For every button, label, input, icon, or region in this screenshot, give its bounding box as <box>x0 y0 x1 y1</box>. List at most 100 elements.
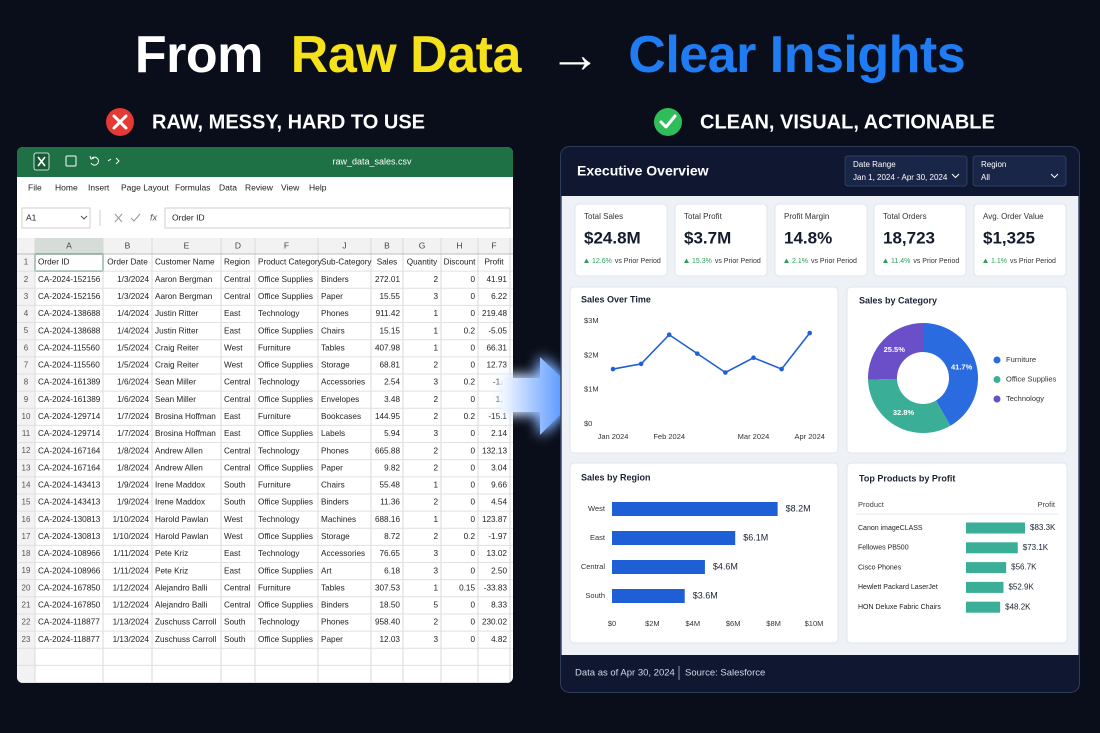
cell: CA-2024-129714 <box>38 429 101 438</box>
cell: 3 <box>433 549 438 558</box>
kpi-value: $3.7M <box>684 228 731 247</box>
cell: 1/5/2024 <box>117 361 149 370</box>
menu-item: Data <box>219 182 237 192</box>
cell: Office Supplies <box>258 361 313 370</box>
category-label: South <box>585 591 605 600</box>
cell: Machines <box>321 515 356 524</box>
y-tick-label: $1M <box>584 385 599 394</box>
point <box>723 370 728 375</box>
cell: Aaron Bergman <box>155 275 213 284</box>
cell: Chairs <box>321 326 345 335</box>
cell: South <box>224 498 246 507</box>
cell: Harold Pawlan <box>155 515 209 524</box>
cell: CA-2024-115560 <box>38 361 100 370</box>
cell: Office Supplies <box>258 429 313 438</box>
cell: 2 <box>433 275 438 284</box>
menu-item: Review <box>245 182 274 192</box>
cell: 0 <box>470 292 475 301</box>
cell: Storage <box>321 532 350 541</box>
kpi-up-icon <box>684 258 689 263</box>
cell: Chairs <box>321 481 345 490</box>
cell: South <box>224 635 246 644</box>
kpi-up-icon <box>584 258 589 263</box>
header-cell: Region <box>224 258 250 267</box>
cell: Paper <box>321 292 343 301</box>
line <box>612 332 811 374</box>
cell: CA-2024-138688 <box>38 309 101 318</box>
kpi-change-note: vs Prior Period <box>811 258 857 265</box>
cell: Central <box>224 601 251 610</box>
cell: CA-2024-130813 <box>38 532 101 541</box>
cell: West <box>224 532 243 541</box>
filter-box[interactable] <box>844 155 968 187</box>
cell: 2 <box>433 395 438 404</box>
cell: Zuschuss Carroll <box>155 635 217 644</box>
legend-swatch <box>993 395 1001 403</box>
cell: CA-2024-130813 <box>38 515 101 524</box>
product-name: Cisco Phones <box>858 564 902 571</box>
row-number: 18 <box>22 549 31 558</box>
row-number: 20 <box>22 583 31 592</box>
cell: Irene Maddox <box>155 498 205 507</box>
cell: East <box>224 549 241 558</box>
cell: 8.72 <box>384 532 400 541</box>
header-cell: Order Date <box>107 258 148 267</box>
cell: 2.54 <box>384 378 400 387</box>
cell: 15.55 <box>380 292 401 301</box>
cell: 9.82 <box>384 463 400 472</box>
x-tick-label: $0 <box>608 619 616 628</box>
cell: Pete Kriz <box>155 566 188 575</box>
cell: CA-2024-143413 <box>38 481 101 490</box>
cell: East <box>224 309 241 318</box>
kpi-value: 18,723 <box>883 228 935 247</box>
cell: Central <box>224 446 251 455</box>
cell: Accessories <box>321 378 365 387</box>
kpi-change: 2.1% vs Prior Period <box>792 258 857 265</box>
kpi-value: 14.8% <box>784 228 832 247</box>
cell: CA-2024-167850 <box>38 601 101 610</box>
cell-reference: A1 <box>26 212 37 222</box>
kpi-value: $1,325 <box>983 228 1035 247</box>
header-cell: Product Category <box>258 258 323 267</box>
cell: Justin Ritter <box>155 309 198 318</box>
headline-raw: Raw Data <box>291 26 523 84</box>
cell: 5.94 <box>384 429 400 438</box>
filter-chevron <box>1050 173 1059 179</box>
cell: Brosina Hoffman <box>155 429 216 438</box>
cell: Technology <box>258 618 300 627</box>
kpi-up-icon <box>784 258 789 263</box>
card <box>873 203 967 277</box>
x-tick-label: $6M <box>726 619 741 628</box>
value-label: $73.1K <box>1023 543 1049 552</box>
card <box>574 203 668 277</box>
kpi-change-note: vs Prior Period <box>913 258 959 265</box>
kpi-label: Profit Margin <box>784 212 829 221</box>
column-header: Profit <box>1037 500 1055 509</box>
kpi-label: Total Profit <box>684 212 723 221</box>
product-name: Fellowes PB500 <box>858 545 909 552</box>
cell: 144.95 <box>375 412 400 421</box>
filter-value: Jan 1, 2024 - Apr 30, 2024 <box>853 173 948 182</box>
bar <box>612 589 685 603</box>
cell: 665.88 <box>375 446 400 455</box>
cell: 2 <box>433 361 438 370</box>
cell: 0 <box>470 275 475 284</box>
cell: East <box>224 412 241 421</box>
column-letter: D <box>235 240 241 250</box>
bar <box>612 531 736 545</box>
row-number: 16 <box>22 515 31 524</box>
cell: 2 <box>433 446 438 455</box>
filter-value: All <box>981 173 990 182</box>
cell: 18.50 <box>380 601 401 610</box>
cell: Office Supplies <box>258 566 313 575</box>
cell: Sean Miller <box>155 378 196 387</box>
cell: East <box>224 566 241 575</box>
cell: Irene Maddox <box>155 481 205 490</box>
cell: Technology <box>258 446 300 455</box>
x-tick-label: $8M <box>766 619 781 628</box>
filter-box[interactable] <box>972 155 1067 187</box>
cell: Office Supplies <box>258 498 313 507</box>
donut-slice <box>868 378 951 433</box>
value-label: $56.7K <box>1011 563 1037 572</box>
